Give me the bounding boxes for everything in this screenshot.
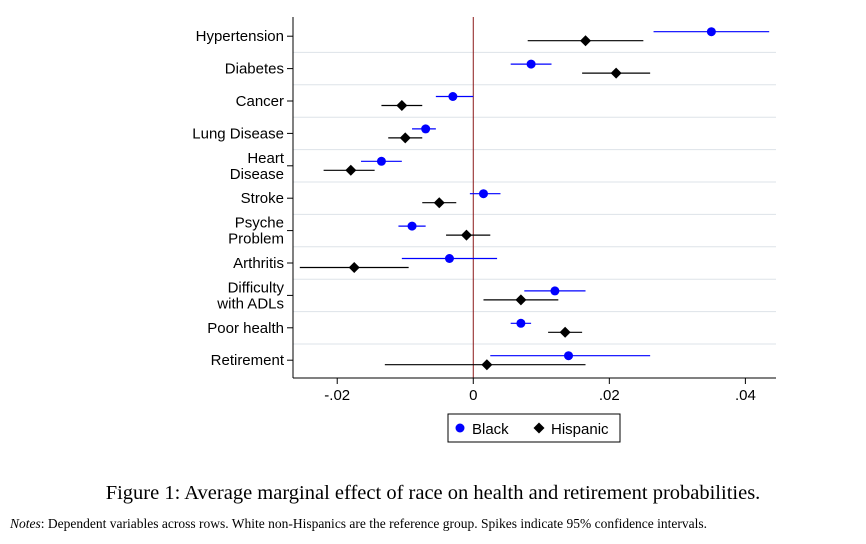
- plot-frame: [292, 17, 776, 379]
- legend-label-hispanic: Hispanic: [551, 421, 609, 438]
- point-marker: [407, 221, 417, 231]
- point-marker: [444, 254, 454, 263]
- point-marker: [515, 294, 527, 306]
- point-marker: [345, 164, 357, 176]
- legend: Black Hispanic: [447, 413, 621, 443]
- figure-caption: Figure 1: Average marginal effect of rac…: [105, 482, 761, 504]
- x-tick-label: -.02: [324, 387, 350, 404]
- notes-label: Notes: [10, 516, 41, 531]
- point-marker: [706, 27, 716, 37]
- category-label-line: Difficulty: [228, 279, 285, 296]
- category-label-line: Diabetes: [225, 61, 284, 78]
- point-marker: [399, 132, 411, 144]
- category-label: Cancer: [236, 93, 284, 110]
- category-label: Difficulty with ADLs: [216, 279, 284, 312]
- x-tick-label: 0: [469, 387, 477, 404]
- point-marker: [526, 59, 536, 69]
- legend-marker-black: [455, 423, 465, 433]
- figure-notes: Notes: Dependent variables across rows. …: [10, 516, 707, 532]
- category-label-line: Psyche: [235, 215, 284, 232]
- point-marker: [478, 189, 488, 199]
- point-marker: [559, 326, 571, 338]
- category-label-line: Poor health: [207, 320, 284, 337]
- point-marker: [610, 67, 622, 79]
- point-marker: [460, 229, 472, 241]
- point-marker: [376, 156, 386, 166]
- point-marker: [396, 100, 408, 111]
- x-tick-label: .04: [735, 387, 756, 404]
- category-label-line: Cancer: [236, 93, 284, 110]
- x-axis: -.02 0 .02 .04: [324, 378, 756, 404]
- legend-label-black: Black: [472, 421, 509, 438]
- series-marks: [299, 27, 770, 371]
- category-label: Psyche Problem: [228, 215, 284, 248]
- point-marker: [448, 92, 458, 101]
- point-marker: [348, 262, 360, 273]
- series-black: [361, 27, 770, 361]
- category-label-line: Retirement: [211, 352, 285, 369]
- row-gridlines: [293, 51, 776, 345]
- category-label-line: Lung Disease: [192, 125, 284, 142]
- category-label: Hypertension: [196, 28, 284, 45]
- category-label: Arthritis: [233, 255, 284, 272]
- point-marker: [564, 351, 574, 361]
- dot-whisker-chart: Hypertension Diabetes Cancer Lung Disease He…: [192, 17, 776, 443]
- category-label-line: Stroke: [241, 190, 284, 207]
- category-label: Poor health: [207, 320, 284, 337]
- category-label: Stroke: [241, 190, 284, 207]
- category-label-line: Disease: [230, 166, 284, 183]
- point-marker: [433, 197, 445, 209]
- category-label-line: Arthritis: [233, 255, 284, 272]
- category-label: Lung Disease: [192, 125, 284, 142]
- category-label: Retirement: [211, 352, 285, 369]
- legend-marker-hispanic: [533, 422, 545, 434]
- x-tick-label: .02: [599, 387, 620, 404]
- point-marker: [481, 359, 493, 371]
- point-marker: [550, 286, 560, 296]
- category-label-line: Hypertension: [196, 28, 284, 45]
- series-hispanic: [299, 35, 651, 371]
- category-label-line: with ADLs: [216, 295, 284, 312]
- category-label: Heart Disease: [230, 150, 285, 183]
- category-labels: Hypertension Diabetes Cancer Lung Disease He…: [192, 28, 293, 369]
- point-marker: [580, 35, 592, 47]
- category-label-line: Heart: [247, 150, 285, 167]
- notes-text: : Dependent variables across rows. White…: [40, 516, 708, 531]
- point-marker: [421, 124, 431, 134]
- point-marker: [516, 318, 526, 328]
- category-label: Diabetes: [225, 61, 284, 78]
- category-label-line: Problem: [228, 231, 284, 248]
